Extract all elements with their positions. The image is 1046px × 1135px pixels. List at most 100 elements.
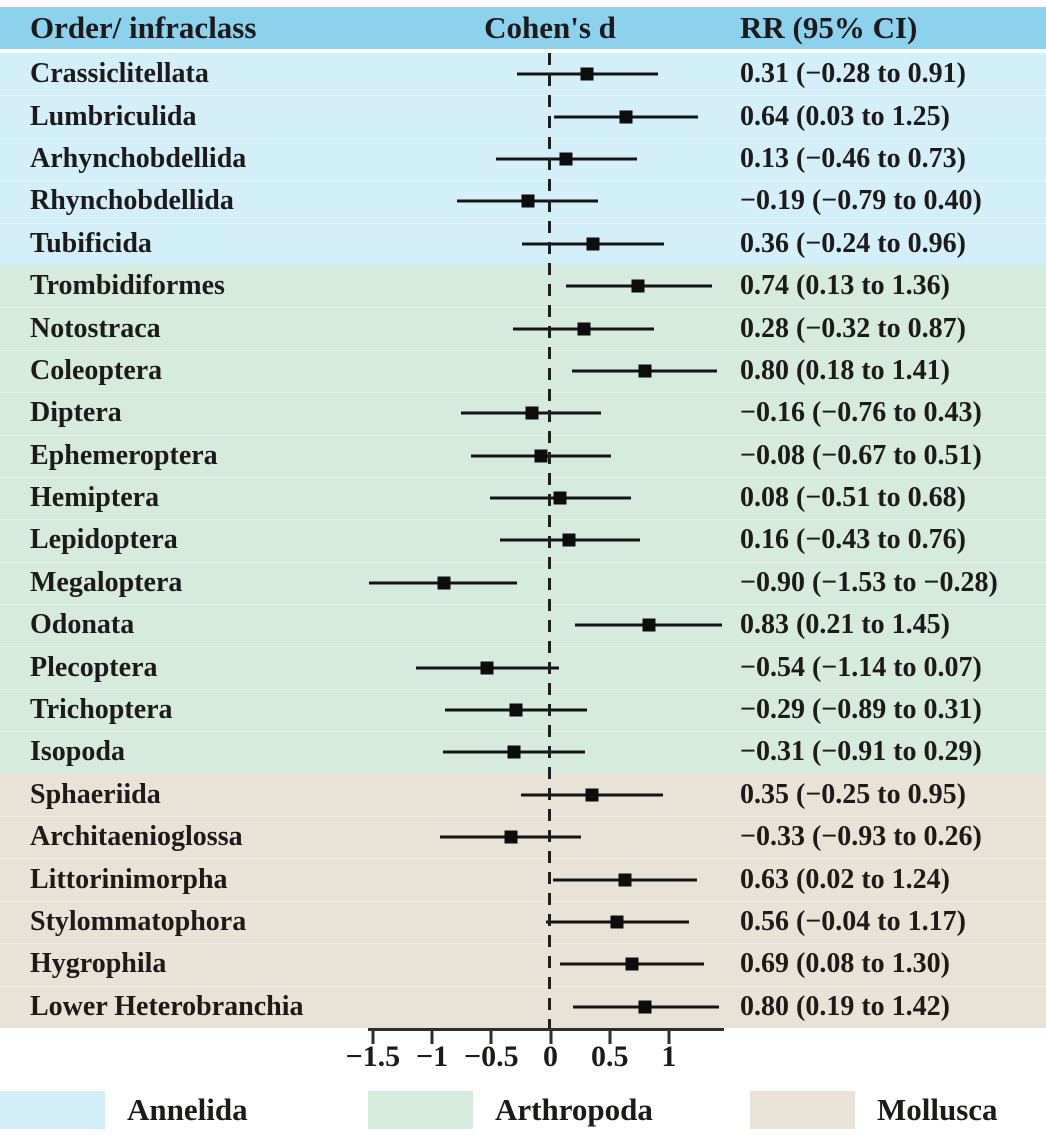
axis-tick-label: −0.5	[463, 1040, 519, 1073]
effect-size-marker	[521, 194, 535, 208]
table-header: Order/ infraclass Cohen's d RR (95% CI)	[0, 7, 1046, 49]
axis-tick-mark	[667, 1030, 671, 1044]
legend-swatch	[368, 1091, 473, 1129]
table-row: Stylommatophora 0.56 (−0.04 to 1.17)	[0, 901, 1046, 943]
table-row: Lumbriculida 0.64 (0.03 to 1.25)	[0, 95, 1046, 137]
axis-tick-mark	[430, 1030, 434, 1044]
table-row: Rhynchobdellida −0.19 (−0.79 to 0.40)	[0, 180, 1046, 222]
rr-ci-value: −0.54 (−1.14 to 0.07)	[740, 651, 982, 683]
axis-tick-mark	[371, 1030, 375, 1044]
axis-tick-label: 1	[661, 1040, 677, 1073]
axis-tick-label: −1	[416, 1040, 449, 1073]
effect-size-marker	[559, 152, 573, 166]
table-row: Plecoptera −0.54 (−1.14 to 0.07)	[0, 646, 1046, 688]
effect-size-marker	[507, 745, 521, 759]
row-label: Diptera	[30, 397, 122, 429]
axis-tick-label: 0.5	[590, 1040, 629, 1073]
table-row: Notostraca 0.28 (−0.32 to 0.87)	[0, 307, 1046, 349]
legend-swatch	[0, 1091, 105, 1129]
table-row: Crassiclitellata 0.31 (−0.28 to 0.91)	[0, 53, 1046, 95]
row-label: Isopoda	[30, 736, 125, 768]
rr-ci-value: −0.16 (−0.76 to 0.43)	[740, 397, 982, 429]
rr-ci-value: 0.69 (0.08 to 1.30)	[740, 948, 950, 980]
table-row: Hygrophila 0.69 (0.08 to 1.30)	[0, 943, 1046, 985]
effect-size-marker	[642, 618, 656, 632]
row-label: Lower Heterobranchia	[30, 990, 304, 1022]
effect-size-marker	[562, 533, 576, 547]
rr-ci-value: 0.08 (−0.51 to 0.68)	[740, 482, 966, 514]
effect-size-marker	[534, 449, 548, 463]
rr-ci-value: 0.64 (0.03 to 1.25)	[740, 100, 950, 132]
table-row: Littorinimorpha 0.63 (0.02 to 1.24)	[0, 858, 1046, 900]
effect-size-marker	[553, 491, 567, 505]
column-header-rr-ci: RR (95% CI)	[740, 10, 918, 45]
row-label: Notostraca	[30, 312, 161, 344]
row-label: Hemiptera	[30, 482, 160, 514]
group-section-arthropoda: Trombidiformes 0.74 (0.13 to 1.36) Notostr…	[0, 264, 1046, 774]
legend-label: Annelida	[127, 1092, 248, 1127]
row-label: Rhynchobdellida	[30, 185, 234, 217]
effect-size-marker	[504, 830, 518, 844]
legend-label: Mollusca	[877, 1092, 998, 1127]
effect-size-marker	[437, 576, 451, 590]
rr-ci-value: 0.80 (0.19 to 1.42)	[740, 990, 950, 1022]
rr-ci-value: −0.90 (−1.53 to −0.28)	[740, 566, 998, 598]
effect-size-marker	[577, 322, 591, 336]
row-label: Crassiclitellata	[30, 58, 209, 90]
table-row: Trombidiformes 0.74 (0.13 to 1.36)	[0, 265, 1046, 307]
table-row: Lepidoptera 0.16 (−0.43 to 0.76)	[0, 519, 1046, 561]
axis-tick-mark	[489, 1030, 493, 1044]
rr-ci-value: −0.19 (−0.79 to 0.40)	[740, 185, 982, 217]
column-header-order-infraclass: Order/ infraclass	[30, 10, 257, 45]
effect-size-marker	[610, 915, 624, 929]
row-label: Hygrophila	[30, 948, 167, 980]
effect-size-marker	[585, 788, 599, 802]
table-row: Architaenioglossa −0.33 (−0.93 to 0.26)	[0, 816, 1046, 858]
row-label: Lumbriculida	[30, 100, 197, 132]
rr-ci-value: 0.31 (−0.28 to 0.91)	[740, 58, 966, 90]
table-row: Diptera −0.16 (−0.76 to 0.43)	[0, 392, 1046, 434]
table-row: Isopoda −0.31 (−0.91 to 0.29)	[0, 731, 1046, 773]
rr-ci-value: 0.83 (0.21 to 1.45)	[740, 609, 950, 641]
table-row: Arhynchobdellida 0.13 (−0.46 to 0.73)	[0, 138, 1046, 180]
axis-tick-label: −1.5	[345, 1040, 401, 1073]
effect-size-marker	[525, 406, 539, 420]
rr-ci-value: 0.74 (0.13 to 1.36)	[740, 270, 950, 302]
table-row: Megaloptera −0.90 (−1.53 to −0.28)	[0, 562, 1046, 604]
legend-swatch	[750, 1091, 855, 1129]
rr-ci-value: 0.36 (−0.24 to 0.96)	[740, 227, 966, 259]
group-section-annelida: Crassiclitellata 0.31 (−0.28 to 0.91) Lumb…	[0, 53, 1046, 265]
table-row: Trichoptera −0.29 (−0.89 to 0.31)	[0, 689, 1046, 731]
row-label: Architaenioglossa	[30, 821, 243, 853]
rr-ci-value: 0.56 (−0.04 to 1.17)	[740, 906, 966, 937]
rr-ci-value: −0.29 (−0.89 to 0.31)	[740, 694, 982, 726]
row-label: Odonata	[30, 609, 135, 641]
legend-item-mollusca: Mollusca	[750, 1090, 998, 1130]
rr-ci-value: 0.35 (−0.25 to 0.95)	[740, 778, 966, 810]
row-label: Lepidoptera	[30, 524, 178, 556]
rr-ci-value: −0.31 (−0.91 to 0.29)	[740, 736, 982, 768]
row-label: Stylommatophora	[30, 906, 247, 937]
legend-label: Arthropoda	[495, 1092, 653, 1127]
effect-size-marker	[480, 661, 494, 675]
table-row: Lower Heterobranchia 0.80 (0.19 to 1.42)	[0, 986, 1046, 1028]
rr-ci-value: −0.33 (−0.93 to 0.26)	[740, 821, 982, 853]
legend-item-arthropoda: Arthropoda	[368, 1090, 653, 1130]
row-label: Coleoptera	[30, 354, 163, 386]
axis-tick-mark	[549, 1030, 552, 1044]
table-row: Hemiptera 0.08 (−0.51 to 0.68)	[0, 477, 1046, 519]
effect-size-marker	[638, 1000, 652, 1014]
effect-size-marker	[631, 279, 645, 293]
x-axis-line	[368, 1028, 724, 1031]
rr-ci-value: −0.08 (−0.67 to 0.51)	[740, 439, 982, 471]
table-row: Odonata 0.83 (0.21 to 1.45)	[0, 604, 1046, 646]
axis-tick-mark	[608, 1030, 612, 1044]
effect-size-marker	[625, 957, 639, 971]
effect-size-marker	[509, 703, 523, 717]
rr-ci-value: 0.80 (0.18 to 1.41)	[740, 354, 950, 386]
axis-tick-label: 0	[543, 1040, 558, 1073]
table-row: Coleoptera 0.80 (0.18 to 1.41)	[0, 350, 1046, 392]
legend-item-annelida: Annelida	[0, 1090, 248, 1130]
zero-reference-dashed-line	[548, 53, 551, 1028]
